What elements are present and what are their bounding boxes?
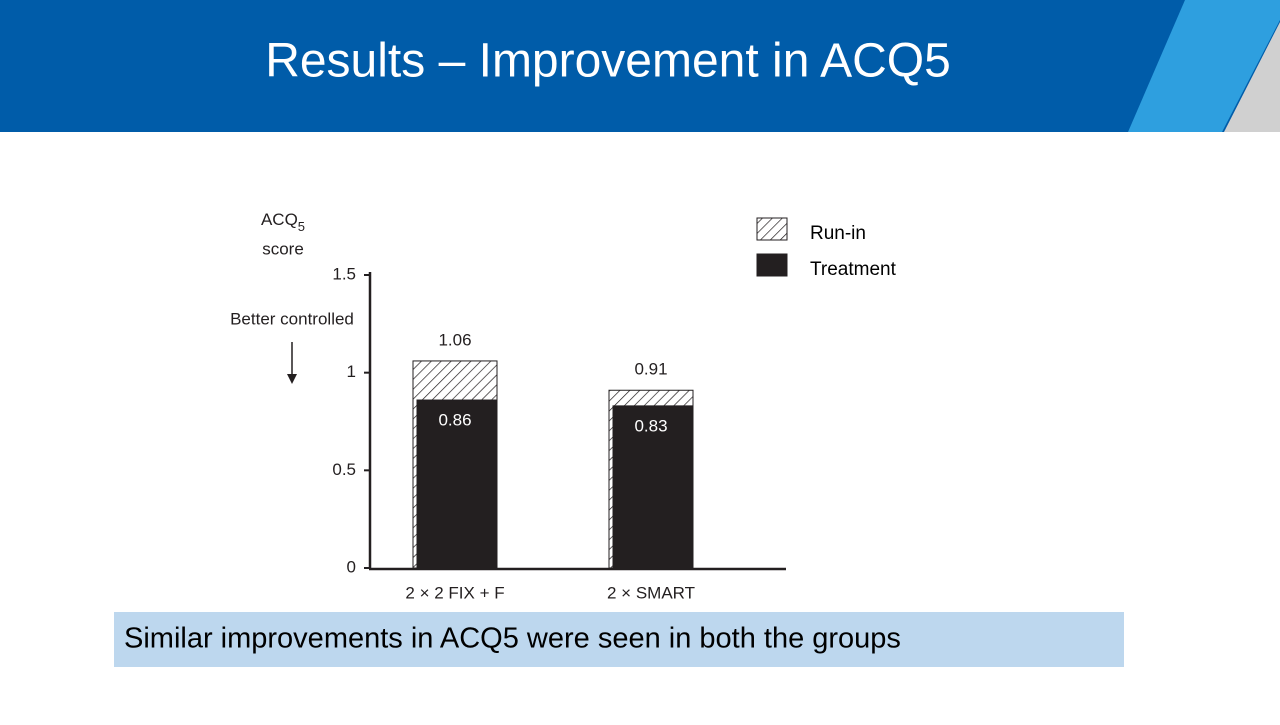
y-axis-label-main: ACQ — [261, 210, 298, 229]
data-label: 1.06 — [438, 330, 471, 349]
x-tick-label: 2 × SMART — [607, 583, 695, 602]
y-axis-label-line2: score — [262, 239, 304, 258]
y-axis-label-subscript: 5 — [298, 219, 305, 234]
y-tick-label: 1 — [347, 362, 356, 381]
y-axis-label: ACQ5 — [261, 210, 305, 234]
data-label: 0.83 — [634, 416, 667, 435]
slide-title: Results – Improvement in ACQ5 — [265, 35, 951, 88]
x-tick-label: 2 × 2 FIX + F — [405, 583, 504, 602]
data-label: 0.86 — [438, 410, 471, 429]
note-box — [114, 612, 1124, 667]
header-accent — [1128, 0, 1280, 132]
annotation-arrowhead — [287, 374, 297, 384]
annotation: Better controlled — [230, 309, 354, 328]
bar — [416, 399, 498, 569]
y-tick-label: 1.5 — [332, 264, 356, 283]
y-tick-label: 0.5 — [332, 460, 356, 479]
note-text: Similar improvements in ACQ5 were seen i… — [124, 623, 901, 655]
bar — [612, 405, 694, 569]
y-tick-label: 0 — [347, 557, 356, 576]
data-label: 0.91 — [634, 360, 667, 379]
chart: 0 0.5 1 1.5 2 × 2 FIX + F 1.06 0.86 2 × SMART 0.… — [332, 217, 897, 602]
legend-label: Treatment — [810, 259, 897, 280]
legend-label: Run-in — [810, 223, 866, 244]
header-accent-grey — [1224, 22, 1280, 132]
legend-swatch — [756, 217, 788, 241]
header-band — [0, 0, 1280, 132]
legend-swatch — [756, 253, 788, 277]
